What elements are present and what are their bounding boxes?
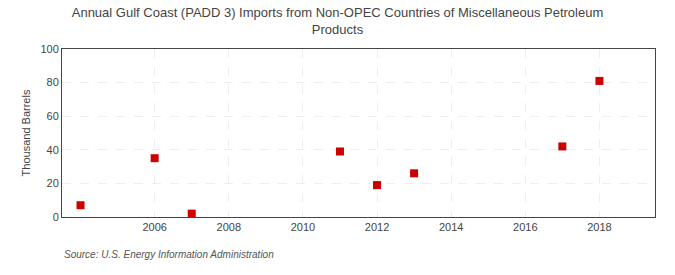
svg-text:0: 0 — [53, 211, 59, 223]
svg-text:100: 100 — [40, 43, 58, 55]
svg-text:2006: 2006 — [142, 221, 166, 233]
svg-text:40: 40 — [47, 144, 59, 156]
svg-text:60: 60 — [47, 110, 59, 122]
svg-text:2010: 2010 — [291, 221, 315, 233]
svg-text:20: 20 — [47, 177, 59, 189]
svg-text:2014: 2014 — [439, 221, 463, 233]
svg-text:2012: 2012 — [365, 221, 389, 233]
svg-text:80: 80 — [47, 76, 59, 88]
svg-text:Source: U.S. Energy Informatio: Source: U.S. Energy Information Administ… — [64, 249, 274, 260]
svg-text:Annual Gulf Coast (PADD 3) Imp: Annual Gulf Coast (PADD 3) Imports from … — [72, 5, 604, 37]
svg-text:Thousand Barrels: Thousand Barrels — [20, 89, 32, 176]
svg-text:2018: 2018 — [587, 221, 611, 233]
svg-text:2016: 2016 — [513, 221, 537, 233]
svg-text:2008: 2008 — [217, 221, 241, 233]
